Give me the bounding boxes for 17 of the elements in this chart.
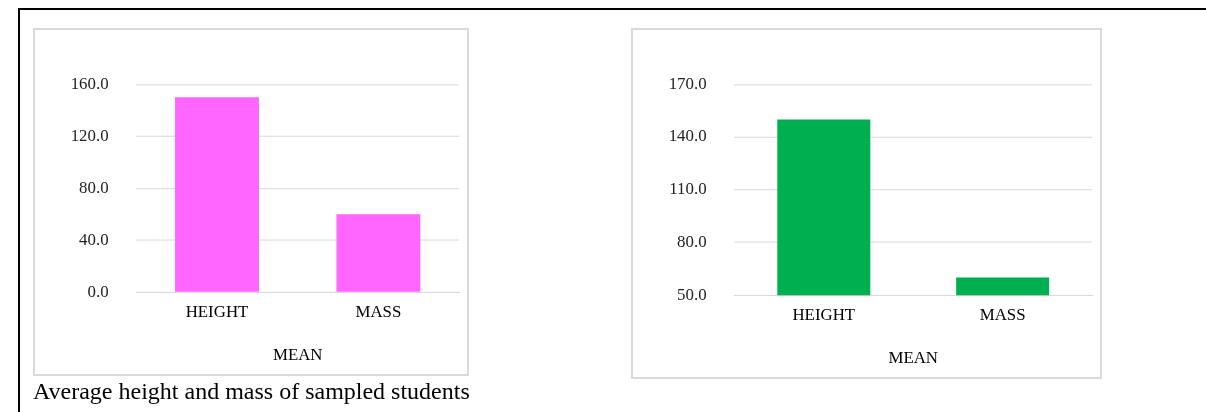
y-tick-label: 170.0: [668, 73, 707, 93]
y-tick-label: 110.0: [669, 179, 707, 199]
y-tick-label: 80.0: [79, 177, 109, 197]
y-tick-label: 80.0: [677, 231, 707, 251]
y-tick-label: 0.0: [87, 281, 109, 301]
x-tick-label: HEIGHT: [792, 304, 856, 324]
x-tick-label: MASS: [979, 304, 1026, 324]
x-tick-label: HEIGHT: [185, 301, 249, 321]
y-tick-label: 40.0: [79, 229, 109, 249]
x-axis-title: MEAN: [888, 348, 939, 368]
x-axis-title: MEAN: [272, 345, 323, 365]
text: Average height and mass of sampled students: [33, 378, 470, 405]
y-tick-label: 50.0: [677, 284, 707, 304]
x-tick-label: MASS: [355, 301, 402, 321]
y-tick-label: 120.0: [70, 125, 109, 145]
y-tick-label: 140.0: [668, 126, 707, 146]
y-tick-label: 160.0: [70, 73, 109, 93]
